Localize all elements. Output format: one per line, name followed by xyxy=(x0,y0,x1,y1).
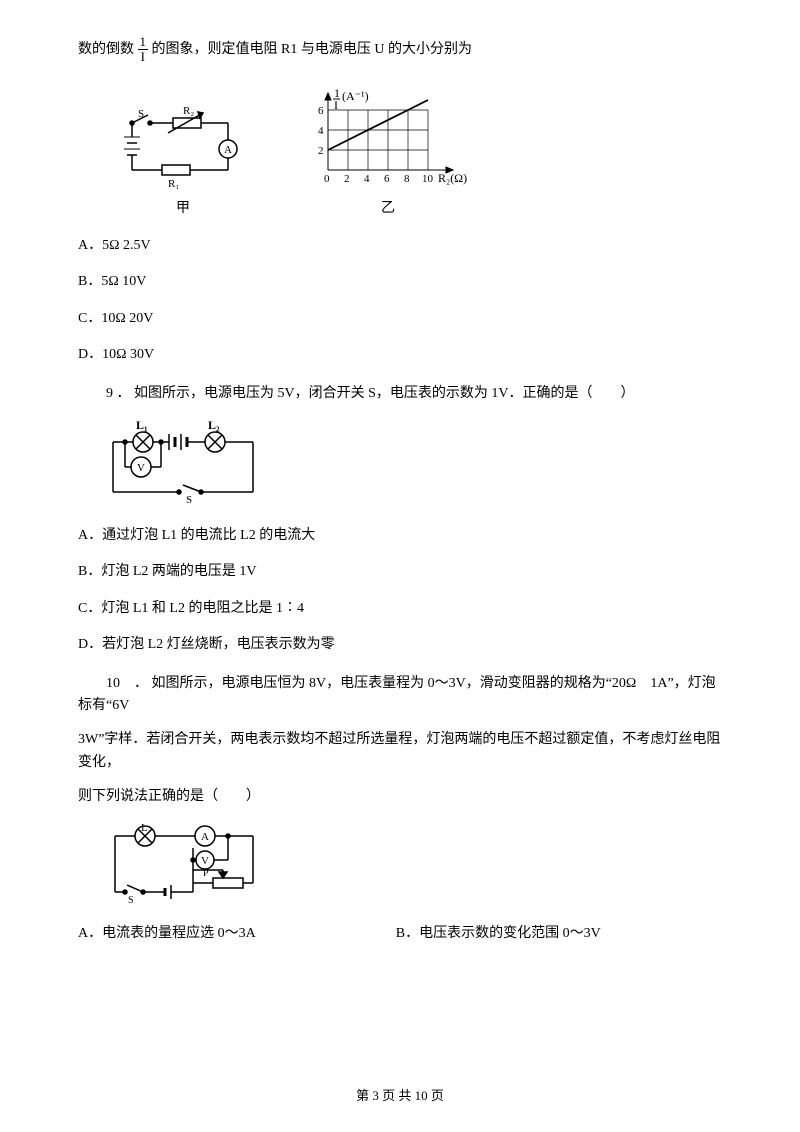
q10-options-row: A．电流表的量程应选 0～3A B．电压表示数的变化范围 0～3V xyxy=(78,923,722,945)
circuit-diagram-icon: L A V P S xyxy=(103,820,273,905)
q10-option-b: B．电压表示数的变化范围 0～3V xyxy=(396,923,601,945)
page-footer: 第 3 页 共 10 页 xyxy=(0,1086,800,1107)
svg-text:P: P xyxy=(203,868,209,879)
svg-text:S: S xyxy=(128,895,134,905)
q8-figures: S R₂ A R₁ 甲 xyxy=(118,85,722,220)
svg-text:6: 6 xyxy=(318,105,324,117)
q10-option-a: A．电流表的量程应选 0～3A xyxy=(78,923,256,945)
svg-text:S: S xyxy=(138,108,144,120)
svg-text:4: 4 xyxy=(364,173,370,185)
svg-text:0: 0 xyxy=(324,173,330,185)
svg-text:A: A xyxy=(201,831,209,843)
q10-circuit: L A V P S xyxy=(103,820,722,905)
circuit-diagram-icon: L₁ L₂ V S xyxy=(103,420,273,505)
q8-prefix: 数的倒数 xyxy=(78,42,134,57)
q9-question: 9 ． 如图所示，电源电压为 5V，闭合开关 S，电压表的示数为 1V．正确的是… xyxy=(78,383,722,405)
svg-text:6: 6 xyxy=(384,173,390,185)
q9-option-b: B．灯泡 L2 两端的电压是 1V xyxy=(78,561,722,583)
svg-text:L: L xyxy=(141,822,148,834)
q8-option-c: C．10Ω 20V xyxy=(78,308,722,330)
q8-option-b: B．5Ω 10V xyxy=(78,271,722,293)
q8-graph-label: 乙 xyxy=(298,198,478,220)
q8-option-d: D．10Ω 30V xyxy=(78,344,722,366)
q9-option-a: A．通过灯泡 L1 的电流比 L2 的电流大 xyxy=(78,525,722,547)
svg-text:I: I xyxy=(334,98,338,112)
q8-text: 数的倒数 1 I 的图象，则定值电阻 R1 与电源电压 U 的大小分别为 xyxy=(78,35,722,65)
svg-text:A: A xyxy=(224,144,232,156)
svg-text:2: 2 xyxy=(344,173,350,185)
q8-graph: 2 4 6 0 2 4 6 8 10 1 I (A⁻¹) R₂(Ω) 乙 xyxy=(298,85,478,220)
svg-text:10: 10 xyxy=(422,173,434,185)
q9-number: 9 ． xyxy=(106,386,131,401)
svg-text:V: V xyxy=(201,855,209,867)
circuit-diagram-icon: S R₂ A R₁ xyxy=(118,105,248,195)
q8-circuit-label: 甲 xyxy=(118,198,248,220)
q10-line1: 10 ． 如图所示，电源电压恒为 8V，电压表量程为 0～3V，滑动变阻器的规格… xyxy=(78,673,722,718)
q9-text: 如图所示，电源电压为 5V，闭合开关 S，电压表的示数为 1V．正确的是（ ） xyxy=(134,386,635,401)
q9-circuit: L₁ L₂ V S xyxy=(103,420,722,505)
q10-line2: 3W”字样．若闭合开关，两电表示数均不超过所选量程，灯泡两端的电压不超过额定值，… xyxy=(78,729,722,774)
svg-text:(A⁻¹): (A⁻¹) xyxy=(342,89,369,103)
q9-option-d: D．若灯泡 L2 灯丝烧断，电压表示数为零 xyxy=(78,634,722,656)
svg-text:2: 2 xyxy=(318,145,324,157)
svg-text:8: 8 xyxy=(404,173,410,185)
svg-text:R₁: R₁ xyxy=(168,178,179,190)
q8-circuit: S R₂ A R₁ 甲 xyxy=(118,105,248,220)
svg-text:V: V xyxy=(137,462,145,474)
svg-text:S: S xyxy=(186,494,192,505)
svg-text:R₂(Ω): R₂(Ω) xyxy=(438,171,467,185)
svg-text:R₂: R₂ xyxy=(183,105,194,117)
q10-line3: 则下列说法正确的是（ ） xyxy=(78,786,722,808)
q10-number: 10 ． xyxy=(106,676,148,691)
q8-fraction: 1 I xyxy=(138,35,149,65)
svg-text:L₂: L₂ xyxy=(208,420,220,432)
svg-text:4: 4 xyxy=(318,125,324,137)
q8-suffix: 的图象，则定值电阻 R1 与电源电压 U 的大小分别为 xyxy=(152,42,472,57)
q9-option-c: C．灯泡 L1 和 L2 的电阻之比是 1∶4 xyxy=(78,598,722,620)
q8-option-a: A．5Ω 2.5V xyxy=(78,235,722,257)
graph-icon: 2 4 6 0 2 4 6 8 10 1 I (A⁻¹) R₂(Ω) xyxy=(298,85,478,195)
svg-text:L₁: L₁ xyxy=(136,420,148,432)
q10-text1: 如图所示，电源电压恒为 8V，电压表量程为 0～3V，滑动变阻器的规格为“20Ω… xyxy=(78,676,716,713)
